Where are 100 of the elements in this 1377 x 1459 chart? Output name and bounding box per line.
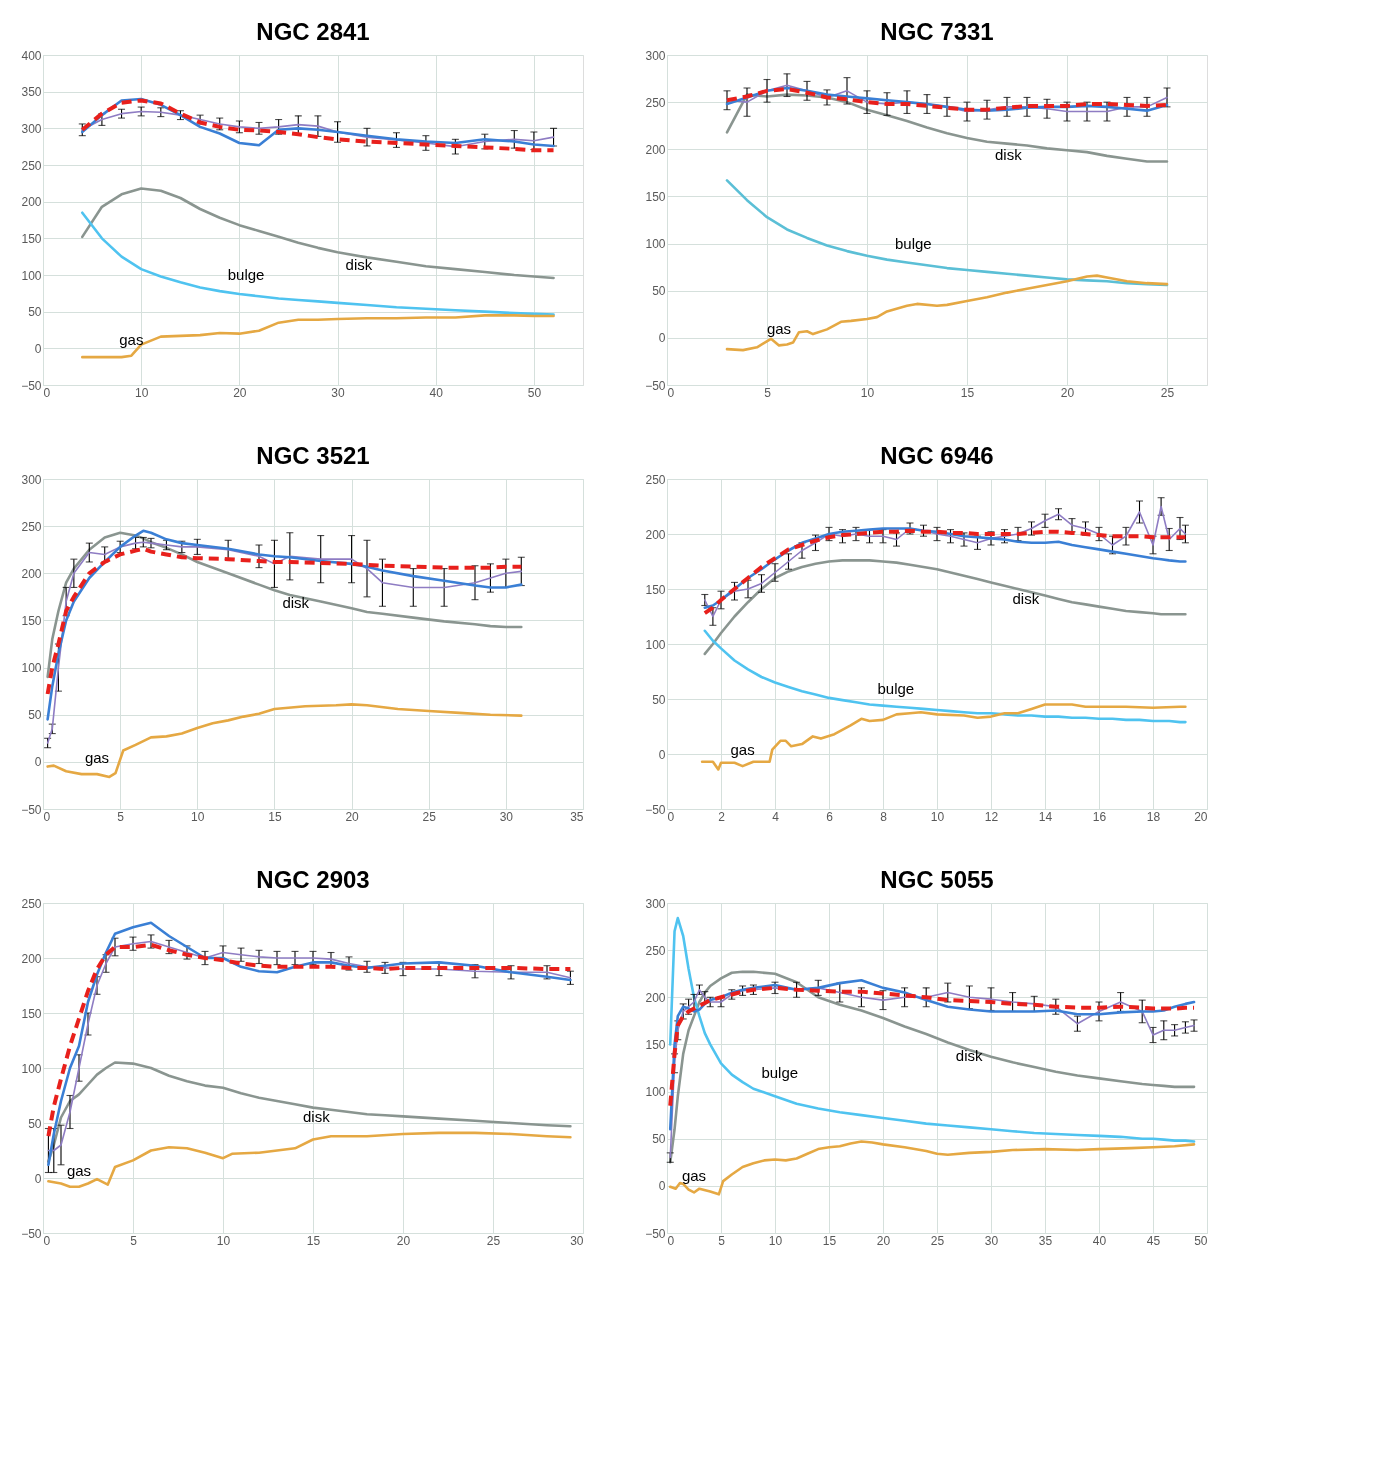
y-tick-label: 250 xyxy=(21,519,42,534)
x-tick-label: 20 xyxy=(1194,809,1208,824)
series-label: bulge xyxy=(877,679,915,697)
y-tick-label: 100 xyxy=(21,1061,42,1076)
x-tick-label: 50 xyxy=(527,385,542,400)
chart-title: NGC 7331 xyxy=(880,18,994,45)
y-tick-label: 50 xyxy=(652,1132,666,1147)
x-tick-label: 15 xyxy=(960,385,975,400)
x-tick-label: 25 xyxy=(930,1233,945,1248)
y-tick-label: 50 xyxy=(652,692,666,707)
x-tick-label: 25 xyxy=(486,1233,501,1248)
y-tick-label: 100 xyxy=(21,661,42,676)
x-tick-label: 10 xyxy=(768,1233,783,1248)
x-tick-label: 25 xyxy=(1160,385,1175,400)
series-label: bulge xyxy=(895,234,932,252)
y-tick-label: 300 xyxy=(21,121,42,136)
chart-title: NGC 6946 xyxy=(880,442,994,469)
x-tick-label: 20 xyxy=(876,1233,891,1248)
y-tick-label: 100 xyxy=(645,237,666,252)
series-label: gas xyxy=(84,749,110,767)
x-tick-label: 20 xyxy=(1060,385,1075,400)
y-tick-label: 250 xyxy=(645,943,666,958)
y-tick-label: 350 xyxy=(21,85,42,100)
x-tick-label: 40 xyxy=(429,385,444,400)
y-tick-label: 0 xyxy=(658,747,666,762)
chart-title: NGC 5055 xyxy=(880,866,994,893)
x-tick-label: 2 xyxy=(718,809,726,824)
x-tick-label: 10 xyxy=(216,1233,231,1248)
x-tick-label: 18 xyxy=(1146,809,1161,824)
y-tick-label: 200 xyxy=(21,566,42,581)
y-tick-label: 250 xyxy=(645,95,666,110)
y-tick-label: 150 xyxy=(21,613,42,628)
x-tick-label: 15 xyxy=(268,809,282,824)
series-label: gas xyxy=(66,1161,92,1179)
x-tick-label: 12 xyxy=(984,809,999,824)
x-tick-label: 20 xyxy=(396,1233,411,1248)
x-tick-label: 30 xyxy=(331,385,346,400)
y-tick-label: 150 xyxy=(645,582,666,597)
y-tick-label: 100 xyxy=(645,637,666,652)
y-tick-label: 200 xyxy=(645,142,666,157)
y-tick-label: 100 xyxy=(645,1085,666,1100)
x-tick-label: 45 xyxy=(1146,1233,1161,1248)
y-tick-label: 150 xyxy=(645,1037,666,1052)
x-tick-label: 10 xyxy=(860,385,875,400)
series-label: disk xyxy=(995,145,1023,163)
x-tick-label: 5 xyxy=(130,1233,138,1248)
series-label: disk xyxy=(955,1046,983,1064)
x-tick-label: 40 xyxy=(1092,1233,1107,1248)
y-tick-label: 50 xyxy=(28,305,42,320)
series-label: gas xyxy=(730,741,755,759)
x-tick-label: 25 xyxy=(422,809,437,824)
x-tick-label: 10 xyxy=(930,809,945,824)
y-tick-label: −50 xyxy=(21,1226,42,1241)
x-tick-label: 5 xyxy=(117,809,125,824)
y-tick-label: 0 xyxy=(658,331,666,346)
y-tick-label: 250 xyxy=(21,158,42,173)
x-tick-label: 35 xyxy=(570,809,584,824)
y-tick-label: 200 xyxy=(21,195,42,210)
x-tick-label: 30 xyxy=(984,1233,999,1248)
y-tick-label: 200 xyxy=(21,951,42,966)
series-label: disk xyxy=(282,594,310,612)
y-tick-label: 400 xyxy=(21,48,42,63)
series-label: gas xyxy=(766,320,792,338)
x-tick-label: 16 xyxy=(1092,809,1107,824)
series-label: disk xyxy=(345,256,373,274)
y-tick-label: −50 xyxy=(645,802,666,817)
x-tick-label: 50 xyxy=(1194,1233,1208,1248)
y-tick-label: −50 xyxy=(645,1226,666,1241)
series-label: bulge xyxy=(227,266,265,284)
series-label: disk xyxy=(303,1108,331,1126)
series-label: gas xyxy=(681,1167,707,1185)
y-tick-label: −50 xyxy=(21,378,42,393)
x-tick-label: 30 xyxy=(570,1233,584,1248)
x-tick-label: 20 xyxy=(233,385,247,400)
y-tick-label: 50 xyxy=(28,1116,42,1131)
y-tick-label: 200 xyxy=(645,990,666,1005)
y-tick-label: 0 xyxy=(34,1171,42,1186)
x-tick-label: 6 xyxy=(826,809,834,824)
chart-title: NGC 3521 xyxy=(256,442,370,469)
x-tick-label: 4 xyxy=(772,809,780,824)
x-tick-label: 10 xyxy=(191,809,205,824)
y-tick-label: 50 xyxy=(28,708,42,723)
x-tick-label: 5 xyxy=(718,1233,726,1248)
series-label: disk xyxy=(1012,589,1040,607)
x-tick-label: 15 xyxy=(822,1233,837,1248)
series-label: bulge xyxy=(761,1063,799,1081)
x-tick-label: 8 xyxy=(880,809,888,824)
y-tick-label: 50 xyxy=(652,284,666,299)
chart-title: NGC 2903 xyxy=(256,866,370,893)
y-tick-label: 300 xyxy=(21,472,42,487)
x-tick-label: 14 xyxy=(1038,809,1053,824)
series-label: gas xyxy=(119,330,144,348)
y-tick-label: 0 xyxy=(658,1179,666,1194)
x-tick-label: 30 xyxy=(499,809,514,824)
y-tick-label: 0 xyxy=(34,341,42,356)
y-tick-label: 100 xyxy=(21,268,42,283)
chart-title: NGC 2841 xyxy=(256,18,370,45)
x-tick-label: 35 xyxy=(1038,1233,1053,1248)
y-tick-label: 150 xyxy=(21,231,42,246)
y-tick-label: 250 xyxy=(21,896,42,911)
